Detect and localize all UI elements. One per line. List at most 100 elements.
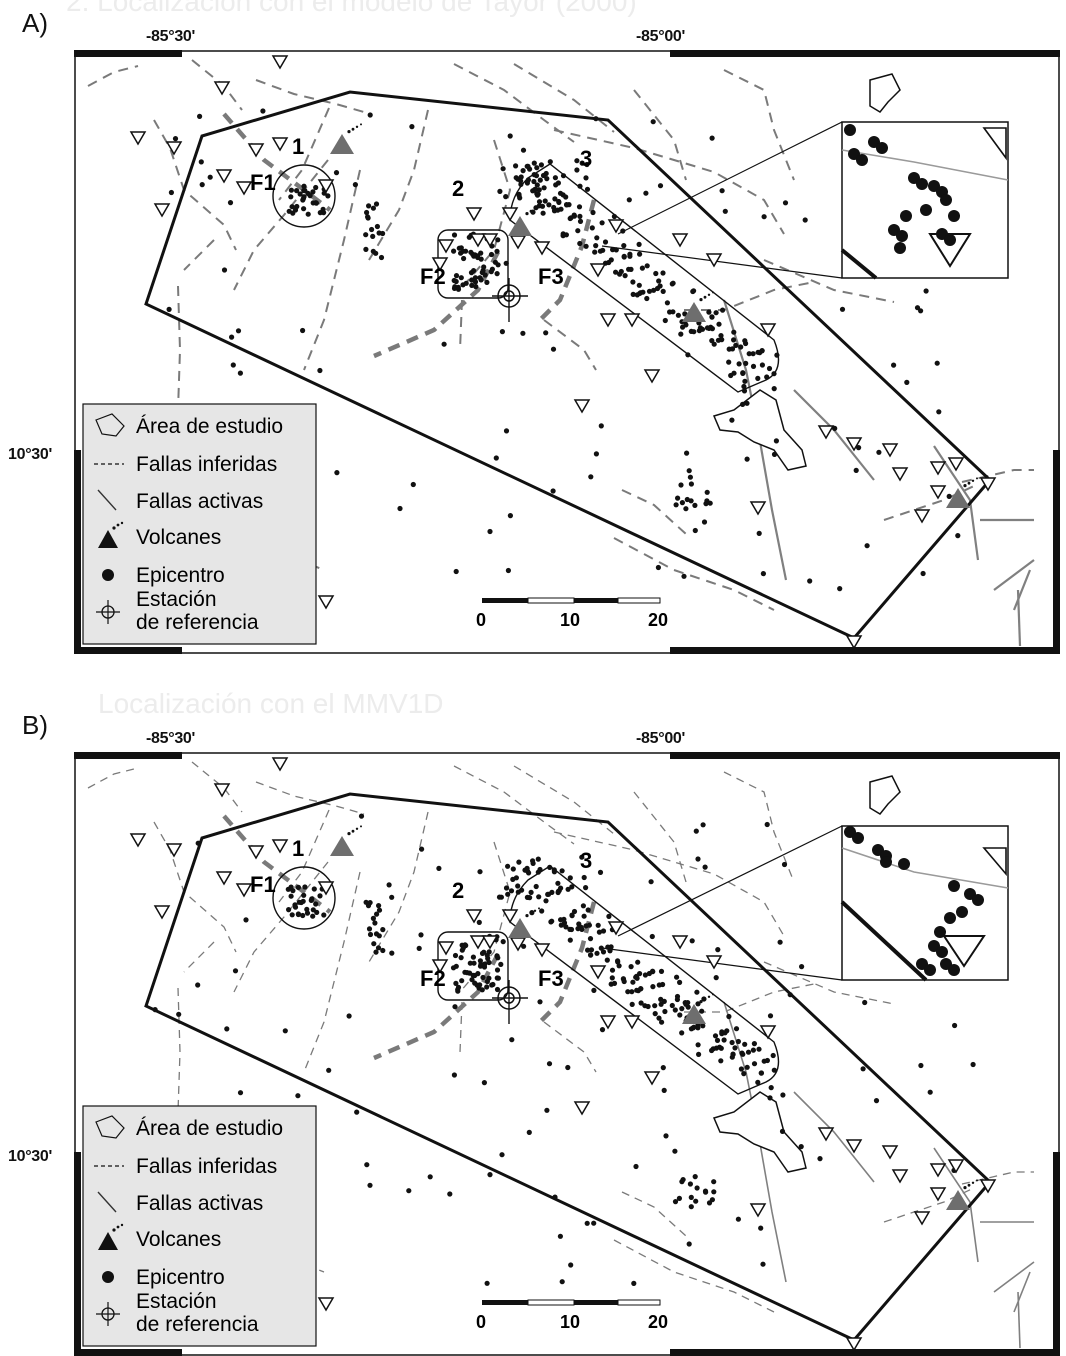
- inset-leader-line: [601, 947, 843, 981]
- epicenter-dot: [716, 321, 722, 327]
- epicenter-dot: [370, 233, 376, 239]
- epicenter-dot: [626, 266, 632, 272]
- epicenter-dot: [237, 1090, 244, 1096]
- epicenter-dot: [703, 501, 709, 507]
- epicenter-dot: [484, 978, 490, 985]
- seismic-station-triangle: [845, 1337, 863, 1352]
- epicenter-dot: [750, 363, 757, 369]
- epicenter-dot: [774, 352, 780, 358]
- epicenter-dot: [380, 230, 386, 237]
- epicenter-dot: [591, 987, 597, 993]
- epicenter-dot: [688, 498, 694, 504]
- epicenter-dot: [495, 237, 501, 243]
- volcano-plume-dot: [525, 212, 529, 216]
- epicenter-dot: [764, 821, 770, 828]
- epicenter-dot: [224, 1026, 230, 1032]
- epicenter-dot: [481, 264, 487, 270]
- frame-tick-bar: [74, 647, 182, 654]
- epicenter-dot: [771, 1067, 777, 1073]
- seismic-station-triangle: [501, 207, 519, 222]
- epicenter-dot: [453, 568, 459, 575]
- epicenter-dot: [651, 287, 657, 293]
- epicenter-dot: [740, 370, 746, 376]
- epicenter-dot: [367, 112, 373, 118]
- scale-label-10: 10: [560, 1312, 580, 1332]
- panel-a-lat-tick: 10°30': [8, 446, 52, 463]
- epicenter-dot: [366, 926, 373, 932]
- epicenter-dot: [470, 954, 476, 960]
- epicenter-dot: [683, 506, 689, 512]
- epicenter-dot: [719, 188, 725, 194]
- epicenter-dot: [923, 288, 929, 294]
- epicenter-dot: [587, 936, 594, 942]
- epicenter-dot: [711, 1189, 717, 1195]
- epicenter-dot: [195, 840, 201, 846]
- epicenter-dot: [659, 1019, 665, 1025]
- epicenter-dot: [476, 919, 482, 925]
- epicenter-dot: [637, 251, 643, 257]
- epicenter-dot: [558, 885, 564, 891]
- epicenter-dot: [700, 822, 706, 828]
- epicenter-dot: [726, 359, 732, 365]
- epicenter-dot: [559, 1279, 565, 1285]
- epicenter-dot: [679, 1006, 685, 1012]
- seismic-station-triangle: [317, 595, 335, 610]
- volcano-plume-dot: [707, 293, 711, 296]
- scale-bar: 0 10 20: [476, 1299, 668, 1332]
- volcano-icon: [946, 1190, 970, 1210]
- epicenter-dot: [372, 920, 378, 926]
- fault-label-f1: F1: [250, 872, 276, 897]
- epicenter-dot: [586, 922, 593, 928]
- volcano-icon: [946, 488, 970, 508]
- epicenter-dot: [559, 868, 565, 874]
- seismic-station-triangle: [947, 457, 965, 472]
- inset-epicenter-dot: [880, 856, 892, 868]
- epicenter-dot: [371, 941, 377, 947]
- epicenter-dot: [453, 273, 460, 279]
- epicenter-dot: [779, 1128, 786, 1134]
- epicenter-dot: [802, 217, 808, 223]
- volcano-plume-dot: [976, 477, 978, 480]
- epicenter-dot: [488, 269, 494, 275]
- epicenter-dot: [376, 907, 383, 913]
- seismic-station-triangle: [599, 313, 617, 328]
- epicenter-dot: [590, 209, 596, 216]
- epicenter-dot: [560, 173, 567, 179]
- seismic-station-triangle: [817, 1127, 835, 1142]
- inset-epicenter-dot: [948, 880, 960, 892]
- epicenter-dot: [771, 371, 777, 377]
- epicenter-dot: [643, 190, 649, 196]
- epicenter-dot: [447, 1191, 453, 1197]
- fault-label-f2: F2: [420, 264, 446, 289]
- epicenter-dot: [771, 451, 778, 457]
- epicenter-dot: [597, 869, 604, 875]
- epicenter-dot: [706, 325, 712, 331]
- epicenter-dot: [358, 813, 365, 819]
- epicenter-dot: [295, 911, 301, 918]
- inset-epicenter-dot: [944, 912, 956, 924]
- legend: Área de estudio Fallas inferidas Fallas …: [82, 1105, 317, 1347]
- map-panel-b: 1 2 3 F1 F2 F3 Área de estudio Fallas in…: [74, 752, 1060, 1356]
- epicenter-dot: [746, 351, 752, 357]
- epicenter-dot: [452, 952, 459, 959]
- epicenter-dot: [588, 474, 594, 480]
- epicenter-dot: [860, 1066, 866, 1072]
- epicenter-dot: [580, 903, 586, 909]
- epicenter-dot: [628, 964, 634, 970]
- epicenter-dot: [418, 932, 424, 938]
- epicenter-dot: [568, 215, 574, 221]
- volcano-plume-dot: [967, 1183, 971, 1187]
- epicenter-dot: [305, 211, 311, 217]
- epicenter-dot: [539, 203, 546, 209]
- epicenter-dot: [199, 182, 205, 188]
- volcano-plume-dot: [533, 909, 537, 912]
- epicenter-dot: [759, 348, 765, 354]
- frame-tick-bar: [670, 647, 1060, 654]
- epicenter-dot: [764, 374, 770, 380]
- epicenter-dot: [862, 999, 868, 1006]
- epicenter-dot: [646, 288, 653, 294]
- epicenter-dot: [952, 1022, 958, 1029]
- seismic-station-triangle: [845, 1139, 863, 1154]
- epicenter-dot: [286, 208, 292, 214]
- epicenter-dot: [691, 1024, 697, 1030]
